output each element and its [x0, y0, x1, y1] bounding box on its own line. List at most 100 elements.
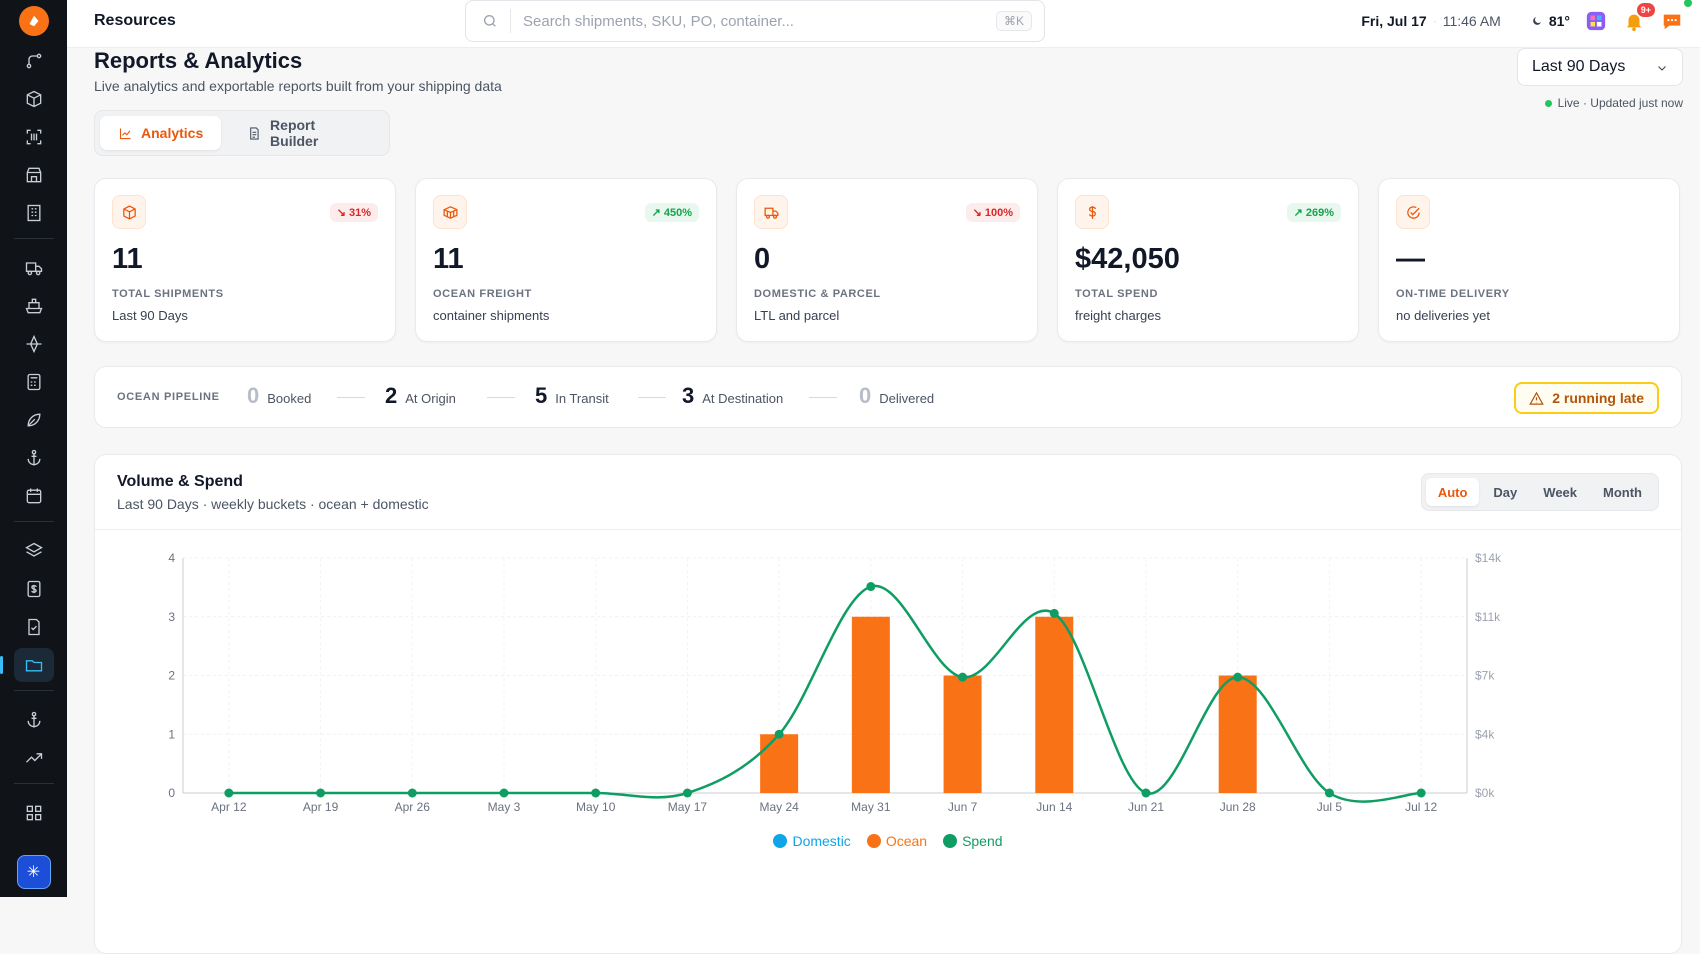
messages-icon[interactable] — [1660, 9, 1684, 33]
nav-truck-icon[interactable] — [14, 251, 54, 285]
search-icon — [482, 13, 498, 29]
topbar: Resources ⌘K Fri, Jul 17 · 11:46 AM 81° … — [67, 0, 1700, 48]
x-tick-label: May 17 — [668, 800, 708, 814]
kpi-value: 11 — [112, 243, 143, 276]
nav-store-icon[interactable] — [14, 158, 54, 192]
x-tick-label: May 31 — [851, 800, 891, 814]
main-content: Reports & Analytics Live analytics and e… — [67, 48, 1700, 897]
bucket-day[interactable]: Day — [1481, 478, 1529, 506]
spend-point — [1417, 789, 1426, 798]
app-logo[interactable] — [19, 6, 49, 36]
nav-routes-icon[interactable] — [14, 44, 54, 78]
truck-icon — [754, 195, 788, 229]
x-tick-label: Jun 28 — [1220, 800, 1256, 814]
x-tick-label: May 3 — [488, 800, 521, 814]
nav-plane-icon[interactable] — [14, 327, 54, 361]
nav-calendar-icon[interactable] — [14, 479, 54, 513]
tab-report-builder-label: Report Builder — [270, 117, 366, 149]
tab-analytics[interactable]: Analytics — [100, 116, 221, 150]
nav-document-check-icon[interactable] — [14, 610, 54, 644]
nav-grid-icon[interactable] — [14, 796, 54, 830]
nav-products-icon[interactable] — [14, 82, 54, 116]
kpi-card-total-spend: ↗ 269% $42,050 TOTAL SPEND freight charg… — [1057, 178, 1359, 342]
pipeline-stage[interactable]: 3 At Destination — [682, 383, 783, 409]
kpi-card-domestic-parcel: ↘ 100% 0 DOMESTIC & PARCEL LTL and parce… — [736, 178, 1038, 342]
nav-layers-icon[interactable] — [14, 534, 54, 568]
line-chart-icon — [118, 126, 133, 141]
late-shipments-alert[interactable]: 2 running late — [1514, 382, 1659, 414]
nav-invoice-icon[interactable] — [14, 572, 54, 606]
spend-point — [775, 730, 784, 739]
sidebar-divider — [14, 690, 54, 691]
pipeline-stage[interactable]: 0 Delivered — [859, 383, 934, 409]
nav-scan-icon[interactable] — [14, 120, 54, 154]
legend-item-spend[interactable]: Spend — [943, 833, 1002, 849]
x-tick-label: Jun 21 — [1128, 800, 1164, 814]
moon-icon — [1531, 15, 1543, 27]
chart-title: Volume & Spend — [117, 473, 243, 491]
bucket-week[interactable]: Week — [1531, 478, 1589, 506]
legend-item-domestic[interactable]: Domestic — [773, 833, 850, 849]
nav-ship-icon[interactable] — [14, 289, 54, 323]
date-range-select[interactable]: Last 90 Days — [1517, 48, 1683, 86]
notifications-bell-icon[interactable]: 9+ — [1622, 9, 1646, 33]
assistant-sparkle-icon[interactable]: ✳ — [17, 855, 51, 889]
live-status-text: Live · Updated just now — [1558, 96, 1683, 110]
legend-swatch — [867, 834, 881, 848]
chart-subtitle: Last 90 Days · weekly buckets · ocean + … — [117, 496, 429, 512]
bucket-month[interactable]: Month — [1591, 478, 1654, 506]
search-box[interactable]: ⌘K — [465, 0, 1045, 42]
notification-count-badge: 9+ — [1636, 2, 1656, 18]
nav-reports-folder-icon[interactable] — [14, 648, 54, 682]
spend-point — [1325, 789, 1334, 798]
pipeline-stage[interactable]: 5 In Transit — [535, 383, 609, 409]
trend-badge: ↘ 100% — [966, 203, 1020, 222]
stage-name: In Transit — [555, 391, 608, 406]
pipeline-connector — [337, 397, 365, 398]
spend-point — [866, 582, 875, 591]
kpi-label: TOTAL SHIPMENTS — [112, 288, 224, 300]
container-icon — [433, 195, 467, 229]
pipeline-stage[interactable]: 0 Booked — [247, 383, 311, 409]
stage-count: 0 — [859, 383, 871, 409]
stage-count: 3 — [682, 383, 694, 409]
search-input[interactable] — [510, 9, 980, 33]
legend-label: Ocean — [886, 833, 927, 849]
bucket-auto[interactable]: Auto — [1426, 478, 1480, 506]
kpi-value: 0 — [754, 243, 770, 276]
trend-badge: ↘ 31% — [330, 203, 378, 222]
nav-leaf-icon[interactable] — [14, 403, 54, 437]
app-title: Resources — [94, 12, 176, 30]
date-time-separator: · — [1433, 14, 1437, 28]
tab-analytics-label: Analytics — [141, 125, 203, 141]
page-subtitle: Live analytics and exportable reports bu… — [94, 78, 502, 94]
sidebar-divider — [14, 238, 54, 239]
stage-name: Delivered — [879, 391, 934, 406]
calendar-app-icon[interactable] — [1584, 9, 1608, 33]
tab-report-builder[interactable]: Report Builder — [229, 116, 384, 150]
weather: 81° — [1531, 13, 1570, 29]
sidebar: ✳ — [0, 0, 67, 897]
nav-anchor-icon[interactable] — [14, 703, 54, 737]
bar-ocean — [1219, 676, 1257, 794]
nav-trending-icon[interactable] — [14, 741, 54, 775]
kpi-subtext: no deliveries yet — [1396, 308, 1490, 323]
y-tick-left: 3 — [168, 610, 175, 624]
bucket-tabs: Auto Day Week Month — [1421, 473, 1659, 511]
spend-point — [591, 789, 600, 798]
kpi-label: ON-TIME DELIVERY — [1396, 288, 1510, 300]
stage-count: 0 — [247, 383, 259, 409]
spend-point — [1050, 609, 1059, 618]
late-alert-text: 2 running late — [1552, 390, 1644, 406]
y-tick-left: 2 — [168, 669, 175, 683]
warning-icon — [1529, 391, 1544, 406]
stage-name: At Origin — [405, 391, 456, 406]
nav-building-icon[interactable] — [14, 196, 54, 230]
nav-anchor-icon[interactable] — [14, 441, 54, 475]
legend-item-ocean[interactable]: Ocean — [867, 833, 927, 849]
pipeline-stage[interactable]: 2 At Origin — [385, 383, 456, 409]
kpi-subtext: LTL and parcel — [754, 308, 839, 323]
spend-point — [1233, 673, 1242, 682]
nav-calculator-icon[interactable] — [14, 365, 54, 399]
spend-point — [316, 789, 325, 798]
